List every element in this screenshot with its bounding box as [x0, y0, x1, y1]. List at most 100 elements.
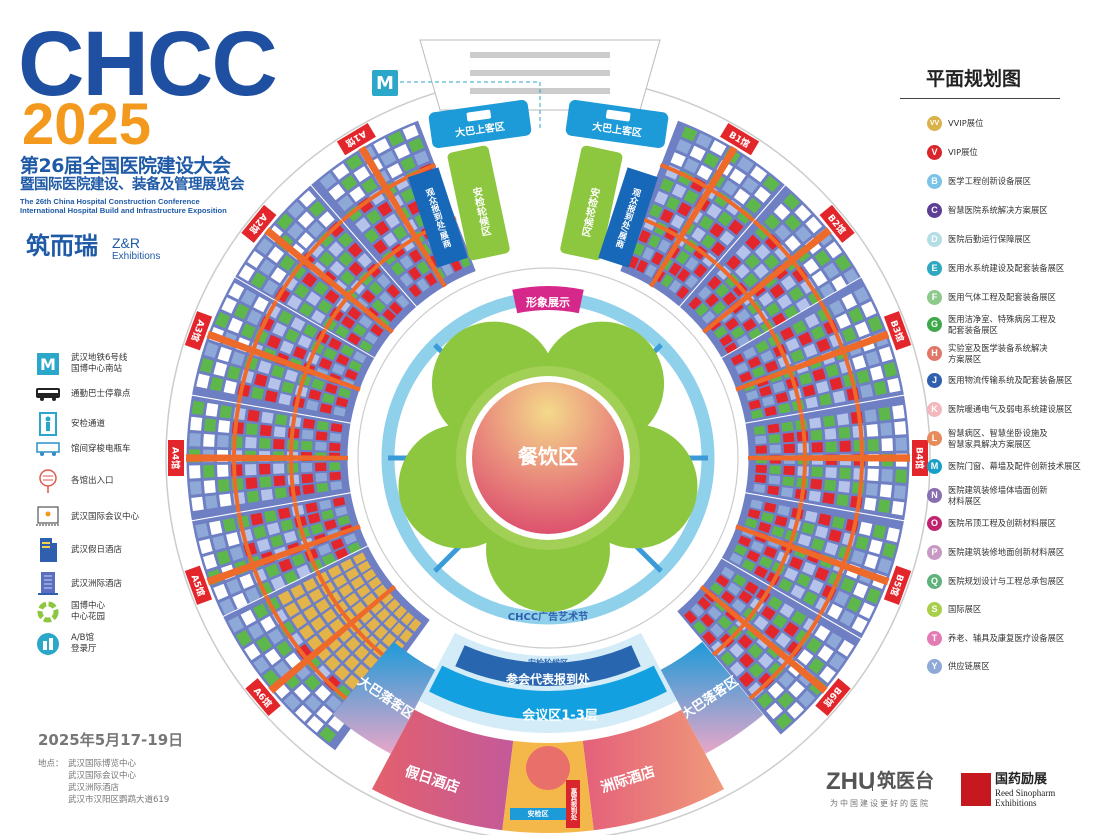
plaza-fountain: [526, 746, 570, 790]
booth: [280, 519, 294, 532]
booth: [738, 535, 752, 548]
zone-legend-item: G 医用洁净室、特殊病房工程及 配套装备展区: [927, 314, 1092, 336]
zone-legend-label: 医用气体工程及配套装备展区: [948, 292, 1056, 303]
booth: [408, 618, 422, 632]
booth: [337, 195, 354, 212]
booth: [703, 152, 720, 169]
booth: [789, 556, 804, 570]
booth: [774, 244, 791, 261]
booth: [328, 221, 345, 238]
aisle: [358, 145, 447, 288]
booth: [402, 124, 419, 140]
zone-badge-icon: N: [927, 488, 942, 504]
booth: [859, 521, 873, 536]
booth: [273, 475, 286, 487]
aisle: [186, 454, 349, 462]
booth: [276, 213, 294, 231]
booth: [895, 437, 907, 451]
booth: [408, 284, 422, 298]
booth: [759, 385, 772, 397]
booth: [867, 315, 883, 333]
booth: [345, 154, 363, 171]
booth: [735, 362, 749, 375]
booth: [731, 599, 747, 613]
aisle: [340, 162, 437, 223]
booth: [790, 349, 805, 363]
zone-badge-icon: M: [927, 459, 942, 474]
booth: [754, 435, 767, 445]
plaza-canopy: [470, 70, 610, 76]
booth: [757, 692, 774, 709]
booth: [227, 317, 243, 334]
booth: [744, 254, 761, 270]
booth: [748, 399, 762, 410]
booth: [212, 535, 227, 551]
booth: [338, 387, 352, 399]
facility-legend-item: 国博中心 中心花园: [35, 600, 105, 624]
booth: [314, 685, 331, 702]
booth: [894, 421, 907, 435]
aisle: [321, 262, 381, 335]
booth: [744, 581, 759, 595]
organizer-logo-en: Z&R: [112, 235, 140, 251]
booth: [334, 665, 350, 681]
booth: [345, 567, 360, 581]
booth: [228, 282, 245, 300]
booth: [373, 138, 391, 154]
zone-badge-icon: C: [927, 203, 942, 218]
zone-legend-item: VV VVIP展位: [927, 116, 1092, 131]
booth: [279, 340, 295, 355]
booth: [324, 519, 337, 531]
booth: [219, 493, 232, 507]
booth: [361, 289, 376, 304]
booth: [306, 715, 324, 733]
booth: [408, 137, 424, 153]
divider: [900, 98, 1060, 99]
booth: [834, 254, 852, 272]
booth: [385, 213, 400, 229]
booth: [829, 377, 843, 391]
booth: [324, 675, 341, 691]
hall-tag: A5馆: [184, 565, 213, 605]
booth: [774, 224, 791, 241]
facility-legend-item: A/B馆 登录厅: [35, 632, 97, 656]
address-line: 武汉国际博览中心: [68, 759, 137, 769]
booth: [256, 635, 273, 653]
booth: [340, 344, 355, 357]
booth: [337, 515, 351, 527]
booth: [278, 558, 293, 573]
booth: [649, 203, 663, 218]
booth: [691, 227, 706, 242]
booth: [798, 331, 813, 346]
booth: [343, 533, 357, 545]
booth: [873, 380, 887, 396]
booth: [273, 438, 285, 450]
booth: [332, 496, 346, 507]
booth: [760, 350, 774, 363]
zone-legend-label: 国际展区: [948, 604, 982, 615]
address-line: 武汉洲际酒店: [68, 783, 120, 793]
booth: [274, 487, 287, 499]
booth: [715, 574, 730, 588]
booth: [854, 321, 870, 338]
booth: [276, 640, 293, 657]
organizer-logo-cn: 筑而瑞: [26, 232, 98, 260]
image-display-zone: [512, 286, 584, 314]
booth: [767, 595, 783, 611]
aisle: [649, 145, 738, 288]
aisle: [855, 403, 865, 513]
facility-legend-item: 通勤巴士停靠点: [35, 382, 131, 406]
booth: [721, 566, 735, 580]
booth: [283, 693, 301, 711]
booth: [805, 396, 819, 409]
booth: [195, 523, 209, 539]
booth: [737, 156, 754, 173]
booth: [744, 517, 758, 529]
booth: [254, 373, 268, 387]
facility-legend-label: 安检通道: [71, 418, 106, 429]
zhu-slogan: 为中国建设更好的医院: [830, 799, 930, 808]
booth: [264, 648, 281, 666]
booth: [722, 291, 737, 306]
booth: [217, 346, 232, 363]
